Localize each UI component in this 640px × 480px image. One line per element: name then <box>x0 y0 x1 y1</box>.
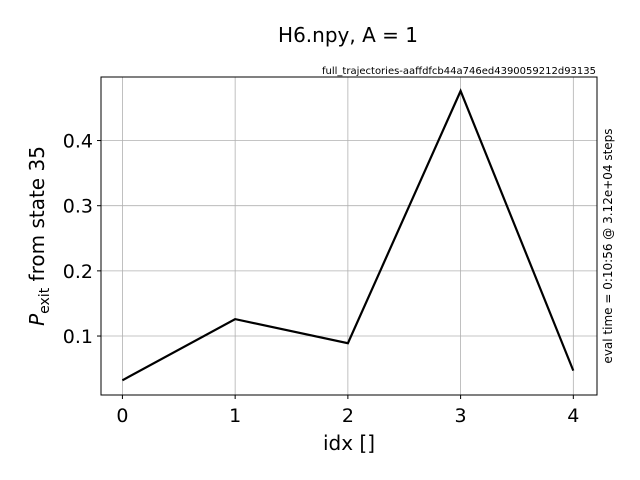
plot-frame <box>100 76 598 396</box>
y-axis-ticks: 0.1 0.2 0.3 0.4 <box>63 131 101 348</box>
x-axis-label: idx [] <box>323 431 375 455</box>
x-tick-label: 0 <box>116 405 128 427</box>
y-tick-label: 0.2 <box>63 261 93 283</box>
y-axis-label: Pexit from state 35 <box>25 146 53 326</box>
y-axis-label-symbol: P <box>25 313 49 326</box>
x-tick-label: 2 <box>342 405 354 427</box>
y-tick-label: 0.3 <box>63 196 93 218</box>
eval-time-note: eval time = 0:10:56 @ 3.12e+04 steps <box>601 128 615 363</box>
y-axis-label-subscript: exit <box>37 287 53 314</box>
series-layer <box>121 88 575 382</box>
y-tick-label: 0.4 <box>63 131 93 153</box>
x-tick-label: 1 <box>229 405 241 427</box>
chart-title: H6.npy, A = 1 <box>278 23 418 47</box>
x-axis-ticks: 0 1 2 3 4 <box>116 395 579 427</box>
x-tick-label: 4 <box>567 405 579 427</box>
y-tick-label: 0.1 <box>63 326 93 348</box>
grid-lines <box>101 77 597 395</box>
x-tick-label: 3 <box>455 405 467 427</box>
chart-subtitle: full_trajectories-aaffdfcb44a746ed439005… <box>322 66 596 77</box>
series-line <box>121 88 575 382</box>
y-axis-label-text: from state 35 <box>25 146 49 288</box>
